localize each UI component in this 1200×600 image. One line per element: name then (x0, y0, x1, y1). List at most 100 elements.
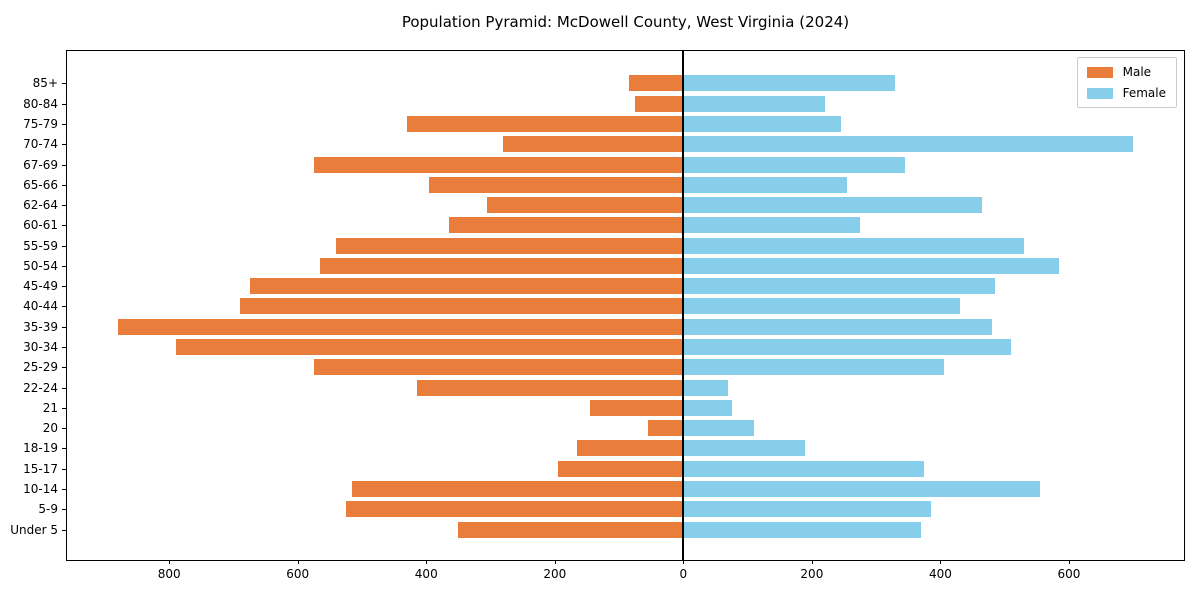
female-bar-10-14 (683, 481, 1041, 497)
male-bar-80-84 (635, 95, 684, 112)
x-tick-mark (940, 560, 942, 564)
legend-label: Male (1122, 65, 1152, 79)
y-tick-label: 5-9 (38, 502, 58, 517)
legend-entry-female: Female (1086, 86, 1166, 100)
y-tick-mark (62, 529, 66, 531)
y-tick-mark (62, 225, 66, 227)
y-tick-mark (62, 306, 66, 308)
male-bar-21 (590, 399, 684, 416)
female-bar-65-66 (683, 176, 848, 193)
chart-title: Population Pyramid: McDowell County, Wes… (401, 13, 850, 31)
female-bar-30-34 (683, 339, 1012, 356)
y-tick-label: 67-69 (23, 157, 58, 172)
x-tick-mark (554, 560, 556, 564)
y-tick-mark (62, 164, 66, 166)
y-tick-label: 65-66 (23, 177, 58, 192)
female-bar-85+ (683, 75, 896, 92)
male-bar-75-79 (406, 115, 684, 132)
zero-axis-line (682, 51, 685, 560)
male-bar-22-24 (416, 379, 684, 396)
x-tick-mark (683, 560, 685, 564)
y-tick-mark (62, 123, 66, 125)
y-tick-label: 80-84 (23, 96, 58, 111)
female-bar-22-24 (683, 379, 729, 396)
legend-entry-male: Male (1086, 65, 1166, 79)
y-tick-label: 60-61 (23, 218, 58, 233)
x-tick-mark (169, 560, 171, 564)
x-tick-label: 800 (157, 567, 181, 581)
y-tick-mark (62, 448, 66, 450)
y-tick-label: 45-49 (23, 279, 58, 294)
x-tick-label: 0 (679, 567, 688, 581)
y-tick-label: 30-34 (23, 340, 58, 355)
female-bar-18-19 (683, 440, 806, 457)
y-tick-mark (62, 428, 66, 430)
y-tick-mark (62, 265, 66, 267)
female-bar-80-84 (683, 95, 825, 112)
x-tick-label: 600 (1057, 567, 1081, 581)
y-tick-label: 18-19 (23, 441, 58, 456)
male-bar-60-61 (448, 217, 684, 234)
y-tick-label: 55-59 (23, 238, 58, 253)
legend-label: Female (1122, 86, 1166, 100)
male-bar-20 (647, 420, 684, 437)
male-bar-25-29 (313, 359, 684, 376)
y-tick-label: 22-24 (23, 380, 58, 395)
female-bar-Under 5 (683, 521, 922, 538)
y-tick-label: 20 (42, 421, 58, 436)
x-tick-mark (426, 560, 428, 564)
male-bar-10-14 (352, 481, 684, 497)
female-bar-75-79 (683, 115, 841, 132)
x-tick-label: 400 (928, 567, 952, 581)
y-tick-label: Under 5 (10, 522, 58, 537)
male-bar-Under 5 (458, 521, 684, 538)
male-bar-45-49 (249, 278, 684, 295)
male-bar-67-69 (313, 156, 684, 173)
male-bar-55-59 (336, 237, 684, 254)
female-bar-55-59 (683, 237, 1024, 254)
female-bar-5-9 (683, 501, 931, 518)
y-tick-label: 40-44 (23, 299, 58, 314)
y-tick-mark (62, 83, 66, 85)
y-tick-label: 85+ (32, 76, 58, 91)
x-tick-mark (1068, 560, 1070, 564)
y-tick-label: 21 (42, 400, 58, 415)
x-tick-label: 200 (800, 567, 824, 581)
female-bar-67-69 (683, 156, 906, 173)
y-tick-mark (62, 184, 66, 186)
y-tick-label: 62-64 (23, 198, 58, 213)
female-bar-45-49 (683, 278, 996, 295)
x-tick-mark (297, 560, 299, 564)
male-bar-62-64 (487, 197, 684, 214)
y-tick-mark (62, 387, 66, 389)
plot-area: 85+ 80-84 75-79 70-74 67-69 65-66 62-64 60-61 55… (10, 50, 1185, 581)
y-tick-mark (62, 326, 66, 328)
y-tick-mark (62, 367, 66, 369)
legend: Male Female (1076, 57, 1177, 108)
male-bar-18-19 (577, 440, 684, 457)
x-tick-label: 600 (286, 567, 310, 581)
y-tick-mark (62, 103, 66, 105)
female-bar-15-17 (683, 460, 925, 477)
y-tick-mark (62, 347, 66, 349)
y-tick-mark (62, 509, 66, 511)
y-tick-label: 10-14 (23, 482, 58, 496)
x-tick-mark (811, 560, 813, 564)
female-bar-35-39 (683, 318, 992, 335)
y-tick-label: 35-39 (23, 319, 58, 334)
x-tick-label: 200 (543, 567, 567, 581)
female-bar-20 (683, 420, 755, 437)
male-bar-50-54 (320, 257, 684, 274)
y-tick-label: 15-17 (23, 461, 58, 476)
male-bar-5-9 (345, 501, 684, 518)
male-bar-85+ (628, 75, 684, 92)
y-tick-label: 70-74 (23, 137, 58, 152)
y-tick-mark (62, 407, 66, 409)
female-bar-60-61 (683, 217, 861, 234)
y-tick-mark (62, 205, 66, 207)
male-swatch-icon (1086, 66, 1113, 78)
male-bar-65-66 (429, 176, 684, 193)
male-bar-40-44 (239, 298, 684, 315)
y-tick-mark (62, 245, 66, 247)
y-tick-mark (62, 489, 66, 490)
